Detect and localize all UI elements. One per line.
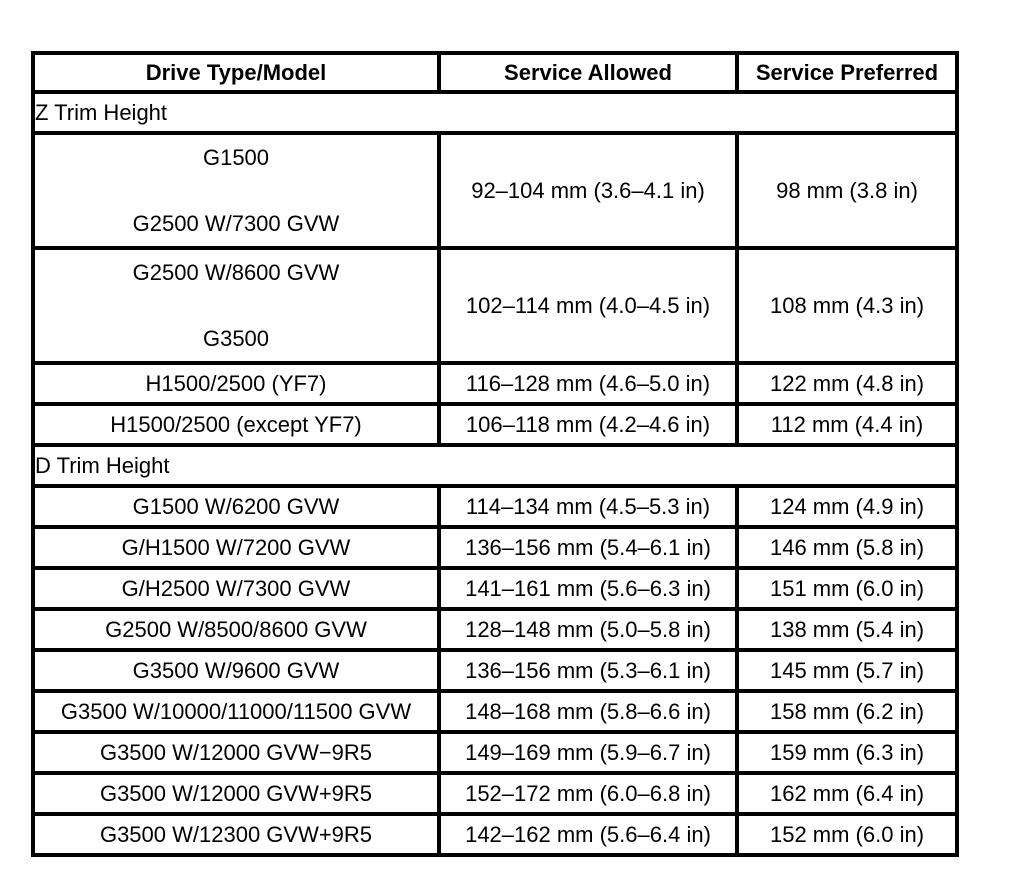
table-row: G1500 G2500 W/7300 GVW 92–104 mm (3.6–4.1… (31, 131, 959, 250)
table-row: H1500/2500 (except YF7) 106–118 mm (4.2–4… (31, 402, 959, 447)
table-row: G2500 W/8600 GVW G3500 102–114 mm (4.0–4.… (31, 246, 959, 365)
model-line: G3500 (202, 326, 270, 351)
model-cell: G2500 W/8500/8600 GVW (31, 607, 441, 652)
table-row: H1500/2500 (YF7) 116–128 mm (4.6–5.0 in) 1… (31, 361, 959, 406)
service-allowed-cell: 136–156 mm (5.3–6.1 in) (437, 648, 739, 693)
service-allowed-cell: 116–128 mm (4.6–5.0 in) (437, 361, 739, 406)
table-row: G/H2500 W/7300 GVW 141–161 mm (5.6–6.3 in… (31, 566, 959, 611)
service-preferred-cell: 151 mm (6.0 in) (735, 566, 959, 611)
service-preferred-cell: 124 mm (4.9 in) (735, 484, 959, 529)
service-allowed-cell: 149–169 mm (5.9–6.7 in) (437, 730, 739, 775)
model-cell: G3500 W/10000/11000/11500 GVW (31, 689, 441, 734)
column-header-drive-type-model: Drive Type/Model (31, 51, 441, 94)
section-title: D Trim Height (31, 443, 959, 488)
section-title: Z Trim Height (31, 90, 959, 135)
service-preferred-cell: 122 mm (4.8 in) (735, 361, 959, 406)
service-allowed-cell: 141–161 mm (5.6–6.3 in) (437, 566, 739, 611)
table-row: G1500 W/6200 GVW 114–134 mm (4.5–5.3 in) 1… (31, 484, 959, 529)
service-preferred-cell: 98 mm (3.8 in) (735, 131, 959, 250)
service-preferred-cell: 162 mm (6.4 in) (735, 771, 959, 816)
table-row: G3500 W/12000 GVW−9R5 149–169 mm (5.9–6.7… (31, 730, 959, 775)
service-preferred-cell: 158 mm (6.2 in) (735, 689, 959, 734)
model-cell: G3500 W/12300 GVW+9R5 (31, 812, 441, 857)
model-cell: G3500 W/9600 GVW (31, 648, 441, 693)
service-preferred-cell: 138 mm (5.4 in) (735, 607, 959, 652)
model-cell: G2500 W/8600 GVW G3500 (31, 246, 441, 365)
model-cell: H1500/2500 (except YF7) (31, 402, 441, 447)
model-line: G2500 W/7300 GVW (132, 211, 340, 236)
section-header-row: D Trim Height (31, 443, 959, 488)
service-preferred-cell: 108 mm (4.3 in) (735, 246, 959, 365)
service-preferred-cell: 112 mm (4.4 in) (735, 402, 959, 447)
table-row: G3500 W/12000 GVW+9R5 152–172 mm (6.0–6.8… (31, 771, 959, 816)
service-preferred-cell: 145 mm (5.7 in) (735, 648, 959, 693)
model-cell: H1500/2500 (YF7) (31, 361, 441, 406)
service-preferred-cell: 146 mm (5.8 in) (735, 525, 959, 570)
service-allowed-cell: 128–148 mm (5.0–5.8 in) (437, 607, 739, 652)
table-row: G2500 W/8500/8600 GVW 128–148 mm (5.0–5.8… (31, 607, 959, 652)
model-cell: G/H1500 W/7200 GVW (31, 525, 441, 570)
service-preferred-cell: 159 mm (6.3 in) (735, 730, 959, 775)
model-cell: G/H2500 W/7300 GVW (31, 566, 441, 611)
model-line: G2500 W/8600 GVW (132, 260, 340, 285)
table-row: G3500 W/10000/11000/11500 GVW 148–168 mm … (31, 689, 959, 734)
model-line: G1500 (202, 145, 270, 170)
service-allowed-cell: 136–156 mm (5.4–6.1 in) (437, 525, 739, 570)
table-body: Z Trim Height G1500 G2500 W/7300 GVW 92–10… (31, 90, 959, 857)
service-allowed-cell: 114–134 mm (4.5–5.3 in) (437, 484, 739, 529)
model-cell: G1500 W/6200 GVW (31, 484, 441, 529)
section-header-row: Z Trim Height (31, 90, 959, 135)
model-cell: G3500 W/12000 GVW−9R5 (31, 730, 441, 775)
model-line (37, 289, 435, 322)
trim-height-table-container: Drive Type/Model Service Allowed Service… (31, 51, 959, 857)
table-row: G3500 W/12300 GVW+9R5 142–162 mm (5.6–6.4… (31, 812, 959, 857)
trim-height-table: Drive Type/Model Service Allowed Service… (31, 51, 959, 857)
table-row: G3500 W/9600 GVW 136–156 mm (5.3–6.1 in) 1… (31, 648, 959, 693)
column-header-service-allowed: Service Allowed (437, 51, 739, 94)
service-allowed-cell: 142–162 mm (5.6–6.4 in) (437, 812, 739, 857)
column-header-service-preferred: Service Preferred (735, 51, 959, 94)
model-cell: G3500 W/12000 GVW+9R5 (31, 771, 441, 816)
service-allowed-cell: 106–118 mm (4.2–4.6 in) (437, 402, 739, 447)
table-header-row: Drive Type/Model Service Allowed Service… (31, 51, 959, 94)
table-row: G/H1500 W/7200 GVW 136–156 mm (5.4–6.1 in… (31, 525, 959, 570)
service-allowed-cell: 148–168 mm (5.8–6.6 in) (437, 689, 739, 734)
service-allowed-cell: 152–172 mm (6.0–6.8 in) (437, 771, 739, 816)
model-line (37, 174, 435, 207)
service-preferred-cell: 152 mm (6.0 in) (735, 812, 959, 857)
service-allowed-cell: 102–114 mm (4.0–4.5 in) (437, 246, 739, 365)
service-allowed-cell: 92–104 mm (3.6–4.1 in) (437, 131, 739, 250)
model-cell: G1500 G2500 W/7300 GVW (31, 131, 441, 250)
